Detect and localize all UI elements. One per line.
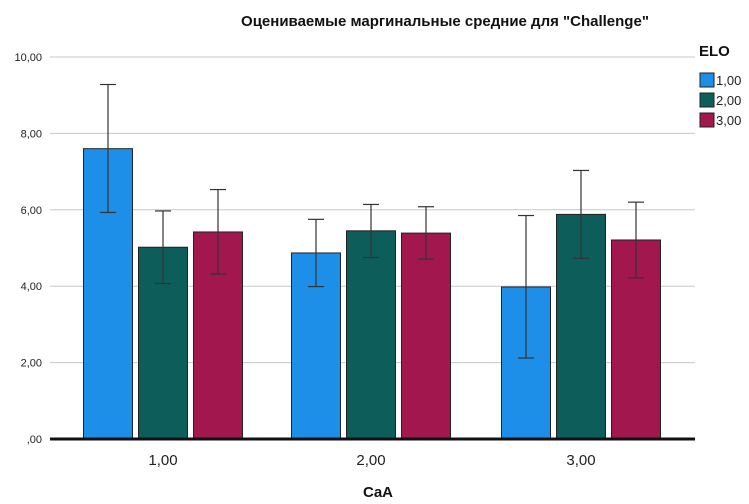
error-bar-2-3 (418, 206, 434, 260)
x-axis-title: CaA (363, 484, 393, 501)
error-bar-2-1 (308, 218, 324, 288)
bars (83, 148, 661, 440)
y-tick-label: ,00 (27, 434, 42, 446)
legend-item-3: 3,00 (699, 112, 741, 128)
error-bar-1-2 (155, 210, 171, 285)
legend-title: ELO (699, 43, 730, 60)
legend: ELO 1,00 2,00 3,00 (699, 43, 741, 128)
error-bar-3-2 (573, 169, 589, 259)
error-bar-1-3 (210, 188, 226, 275)
chart-title: Оцениваемые маргинальные средние для "Ch… (241, 13, 649, 30)
error-bar-3-3 (628, 201, 644, 279)
error-bars (100, 83, 644, 359)
y-tick-label: 2,00 (21, 358, 42, 370)
legend-swatch (699, 92, 715, 108)
legend-swatch (699, 112, 715, 128)
legend-label: 1,00 (716, 73, 741, 88)
error-bar-2-2 (363, 203, 379, 259)
legend-swatch (699, 72, 715, 88)
x-tick-label: 3,00 (566, 452, 595, 469)
y-tick-label: 6,00 (21, 205, 42, 217)
y-tick-label: 4,00 (21, 281, 42, 293)
error-bar-3-1 (518, 214, 534, 359)
x-tick-label: 2,00 (356, 452, 385, 469)
legend-item-1: 1,00 (699, 72, 741, 88)
x-tick-labels: 1,00 2,00 3,00 (148, 452, 595, 469)
bar-2-3 (401, 232, 451, 440)
y-tick-label: 10,00 (14, 52, 42, 64)
bar-2-2 (346, 230, 396, 440)
y-tick-label: 8,00 (21, 128, 42, 140)
legend-item-2: 2,00 (699, 92, 741, 108)
legend-label: 3,00 (716, 113, 741, 128)
y-tick-labels: ,00 2,00 4,00 6,00 8,00 10,00 (14, 52, 42, 446)
x-tick-label: 1,00 (148, 452, 177, 469)
legend-label: 2,00 (716, 93, 741, 108)
error-bar-1-1 (100, 83, 116, 214)
